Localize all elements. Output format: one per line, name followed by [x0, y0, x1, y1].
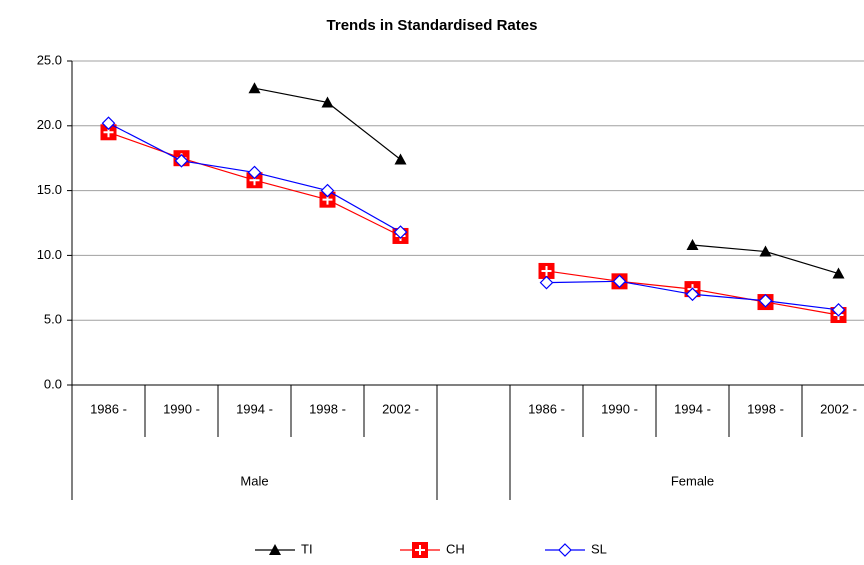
y-tick-label: 15.0 — [37, 182, 62, 197]
marker — [247, 165, 262, 180]
group-label: Male — [240, 473, 268, 488]
x-tick-label: 2002 - — [820, 401, 857, 416]
x-tick-label: 1990 - — [601, 401, 638, 416]
x-tick-label: 1998 - — [309, 401, 346, 416]
y-tick-label: 10.0 — [37, 247, 62, 262]
marker — [269, 544, 281, 555]
y-tick-label: 5.0 — [44, 312, 62, 327]
marker — [558, 543, 572, 557]
marker — [686, 239, 699, 251]
marker — [174, 153, 189, 168]
series-line — [108, 131, 839, 316]
series-line — [108, 122, 839, 311]
x-tick-label: 1994 - — [236, 401, 273, 416]
marker — [758, 293, 773, 308]
marker — [248, 82, 261, 94]
x-tick-label: 2002 - — [382, 401, 419, 416]
marker — [393, 225, 408, 239]
chart-title: Trends in Standardised Rates — [327, 17, 538, 34]
y-tick-label: 0.0 — [44, 376, 62, 391]
y-tick-label: 20.0 — [37, 117, 62, 132]
marker — [831, 302, 846, 317]
marker — [101, 116, 116, 131]
x-tick-label: 1986 - — [90, 401, 127, 416]
marker — [320, 183, 335, 198]
marker — [538, 262, 555, 279]
marker — [685, 287, 700, 302]
legend-label: SL — [591, 541, 607, 556]
x-tick-label: 1986 - — [528, 401, 565, 416]
marker — [832, 267, 845, 279]
marker — [321, 96, 334, 108]
marker — [412, 542, 428, 558]
marker — [612, 274, 627, 289]
y-tick-label: 25.0 — [37, 52, 62, 67]
x-tick-label: 1998 - — [747, 401, 784, 416]
group-label: Female — [671, 473, 714, 488]
marker — [394, 153, 407, 165]
marker — [319, 191, 336, 208]
legend-label: TI — [301, 541, 313, 556]
x-tick-label: 1994 - — [674, 401, 711, 416]
series-line — [254, 87, 839, 275]
marker — [759, 245, 772, 257]
x-tick-label: 1990 - — [163, 401, 200, 416]
marker — [539, 275, 554, 290]
legend-label: CH — [446, 541, 465, 556]
